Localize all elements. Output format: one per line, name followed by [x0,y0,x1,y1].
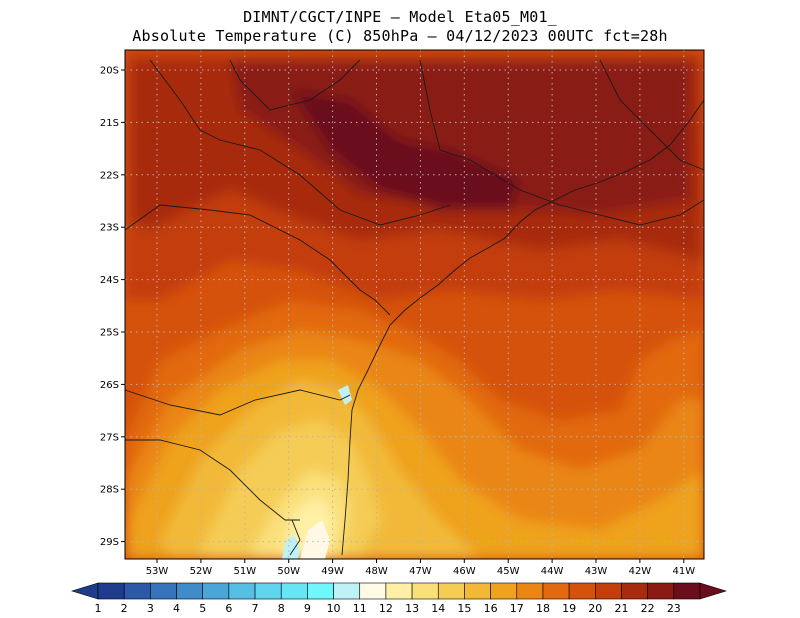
colorbar-swatch [621,582,648,600]
colorbar-label: 3 [147,602,154,615]
colorbar-swatch [437,582,465,600]
colorbar-label: 18 [536,602,550,615]
lat-label: 28S [100,485,119,496]
colorbar-arrow-high [699,582,728,600]
colorbar-swatch [542,582,570,600]
temperature-field [125,50,704,559]
colorbar-swatch [228,582,256,600]
field-23 [290,90,520,210]
colorbar-label: 20 [588,602,602,615]
colorbar-swatch [516,582,544,600]
lon-label: 46W [453,566,476,577]
borders [125,59,704,556]
border-sp-mg [149,59,451,226]
colorbar-label: 7 [252,602,259,615]
lon-label: 44W [541,566,564,577]
lon-label: 51W [233,566,256,577]
lat-label: 22S [100,170,119,181]
colorbar-swatch [385,582,413,600]
border-sc-north [125,389,351,416]
colorbar-swatch [647,582,675,600]
colorbar-label: 21 [614,602,628,615]
border-es [599,59,704,171]
colorbar-label: 12 [379,602,393,615]
lon-label: 45W [497,566,520,577]
colorbar: 1 2 3 4 5 6 7 8 9 10 11 12 13 14 15 16 17 18 19 20 21 22 23 [70,582,728,615]
colorbar-swatch [254,582,282,600]
lagoon [289,519,301,556]
title-line-2: Absolute Temperature (C) 850hPa – 04/12/… [132,27,668,45]
colorbar-label: 1 [95,602,102,615]
longitude-labels: 53W 52W 51W 50W 49W 48W 47W 46W 45W 44W 43W 42W 41W [146,559,695,577]
colorbar-label: 2 [121,602,128,615]
colorbar-label: 8 [278,602,285,615]
border-parana-north [125,204,391,316]
field-11 [300,520,330,559]
field-10b [338,385,352,405]
colorbar-swatch [97,582,125,600]
colorbar-swatch [333,582,361,600]
colorbar-swatch [673,582,701,600]
lon-label: 50W [277,566,300,577]
colorbar-swatch [411,582,439,600]
colorbar-label: 19 [562,602,576,615]
colorbar-swatch [359,582,387,600]
colorbar-swatch [176,582,203,600]
colorbar-arrow-low [70,582,99,600]
lon-label: 52W [190,566,213,577]
colorbar-label: 22 [641,602,655,615]
lon-label: 43W [585,566,608,577]
field-22 [230,60,690,215]
lat-label: 26S [100,380,119,391]
colorbar-label: 4 [173,602,180,615]
colorbar-swatch [464,582,491,600]
colorbar-swatch [568,582,596,600]
colorbar-label: 15 [457,602,471,615]
colorbar-swatch [150,582,177,600]
colorbar-label: 14 [431,602,445,615]
colorbar-swatch [595,582,622,600]
coastline [341,99,704,556]
lon-label: 48W [365,566,388,577]
lon-label: 49W [321,566,344,577]
lat-label: 20S [100,66,119,77]
colorbar-swatch [307,582,334,600]
colorbar-swatch [123,582,151,600]
latitude-labels: 20S 21S 22S 23S 24S 25S 26S 27S 28S 29S [100,66,125,548]
field-10 [282,535,300,559]
colorbar-label: 13 [405,602,419,615]
lat-label: 25S [100,328,119,339]
lon-label: 42W [629,566,652,577]
lon-label: 47W [409,566,432,577]
colorbar-label: 5 [199,602,206,615]
colorbar-swatch [202,582,230,600]
colorbar-label: 16 [484,602,498,615]
title-line-1: DIMNT/CGCT/INPE – Model Eta05_M01_ [243,8,557,26]
colorbar-label: 6 [225,602,232,615]
lat-label: 29S [100,537,119,548]
colorbar-label: 17 [510,602,524,615]
border-rj-mg [419,59,704,226]
lon-label: 53W [146,566,169,577]
lat-lon-grid [125,50,704,559]
lat-label: 23S [100,223,119,234]
plot-frame [124,49,705,560]
lat-label: 21S [100,118,119,129]
lat-label: 27S [100,432,119,443]
colorbar-label: 9 [304,602,311,615]
colorbar-label: 23 [667,602,681,615]
colorbar-label: 10 [327,602,341,615]
colorbar-label: 11 [353,602,367,615]
colorbar-swatch [490,582,518,600]
border-goias [229,59,361,111]
lat-label: 24S [100,275,119,286]
colorbar-swatch [280,582,308,600]
lon-label: 41W [672,566,695,577]
border-rs-north [125,439,300,521]
